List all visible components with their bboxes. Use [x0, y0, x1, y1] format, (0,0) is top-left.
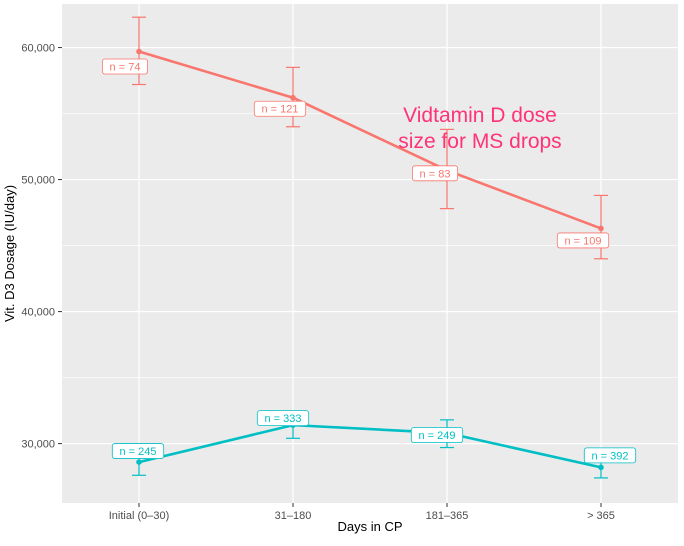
n-label-text: n = 83 — [420, 168, 451, 180]
n-label-text: n = 249 — [418, 430, 455, 442]
y-tick-label: 40,000 — [21, 307, 55, 319]
data-point — [290, 94, 296, 101]
series-line — [138, 423, 602, 469]
n-label-box — [111, 443, 165, 459]
data-point — [598, 225, 604, 232]
x-tick-label: 31–180 — [275, 510, 312, 522]
n-label: n = 109 — [556, 232, 610, 249]
series-0 — [132, 16, 608, 260]
annotation-line-1: Vidtamin D dose — [403, 104, 557, 127]
n-label-box — [253, 100, 307, 117]
n-label: n = 392 — [583, 447, 637, 464]
x-tick-label: 181–365 — [426, 510, 469, 522]
n-label-text: n = 333 — [264, 413, 301, 425]
n-label-text: n = 109 — [564, 235, 601, 247]
x-axis-title: Days in CP — [337, 519, 402, 534]
data-point — [136, 459, 142, 465]
n-label: n = 245 — [111, 443, 165, 459]
plot-panel — [62, 4, 678, 503]
n-label: n = 83 — [411, 165, 458, 182]
n-label-box — [410, 427, 464, 443]
n-label: n = 249 — [410, 427, 464, 443]
n-label-box — [102, 58, 149, 75]
n-label-text: n = 392 — [591, 450, 628, 462]
data-point — [136, 48, 142, 55]
n-label-box — [256, 410, 310, 427]
y-axis-title: Vit. D3 Dosage (IU/day) — [2, 185, 17, 322]
n-label: n = 121 — [253, 100, 307, 117]
n-label-box — [583, 447, 637, 464]
series-layer — [132, 16, 608, 479]
n-label: n = 333 — [256, 410, 310, 427]
data-point — [598, 464, 604, 471]
y-tick-label: 50,000 — [21, 175, 55, 187]
y-tick-label: 30,000 — [21, 439, 55, 451]
n-label-text: n = 74 — [110, 62, 141, 74]
y-tick-label: 60,000 — [21, 43, 55, 55]
n-label: n = 74 — [102, 58, 149, 75]
n-label-text: n = 121 — [261, 104, 298, 116]
annotation-line-2: size for MS drops — [398, 130, 561, 153]
n-label-layer: n = 74 n = 121 n = 83 n = 109 n = 245 n = 333… — [102, 58, 637, 464]
series-line — [138, 50, 602, 230]
n-label-text: n = 245 — [119, 446, 156, 458]
n-label-box — [411, 165, 458, 182]
n-label-box — [556, 232, 610, 249]
axis-layer: 30,000 40,000 50,000 60,000 Initial (0–30) 31… — [21, 43, 615, 522]
x-tick-label: > 365 — [587, 510, 615, 522]
x-tick-label: Initial (0–30) — [109, 510, 170, 522]
